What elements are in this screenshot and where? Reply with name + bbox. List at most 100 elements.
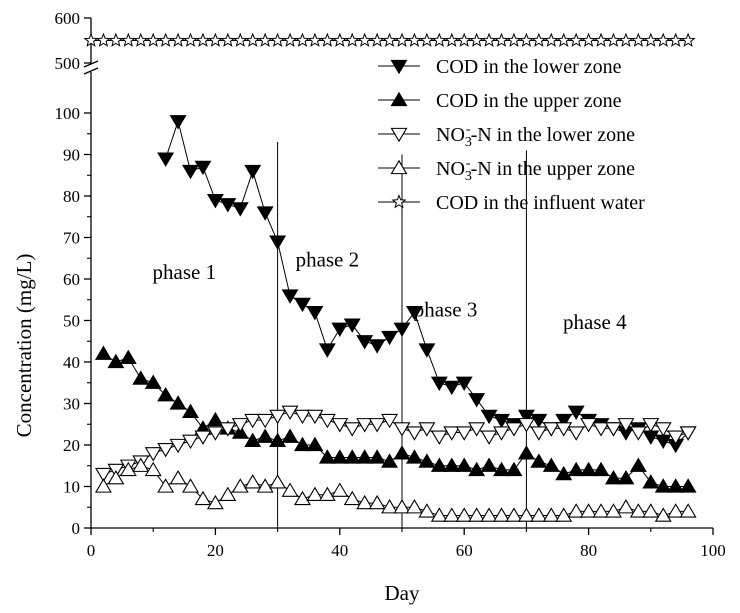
- data-point: [206, 193, 224, 209]
- data-point: [480, 409, 498, 425]
- data-point: [567, 426, 585, 441]
- data-point: [567, 405, 585, 421]
- phase-label: phase 3: [414, 297, 478, 321]
- data-point: [592, 422, 610, 437]
- data-point: [207, 32, 223, 47]
- data-point: [269, 409, 287, 425]
- data-point: [518, 32, 534, 47]
- data-point: [120, 32, 136, 47]
- data-point: [183, 32, 199, 47]
- data-point: [382, 32, 398, 47]
- legend-marker: [391, 194, 407, 209]
- data-point: [318, 413, 336, 429]
- data-point: [542, 422, 560, 437]
- data-point: [444, 32, 460, 47]
- legend-label: NO3--N in the upper zone: [436, 156, 635, 184]
- y-tick-label: 30: [63, 395, 80, 414]
- data-point: [343, 318, 361, 333]
- data-point: [555, 422, 573, 437]
- data-point: [567, 503, 585, 518]
- legend-marker: [390, 91, 408, 107]
- data-point: [244, 474, 262, 489]
- data-point: [331, 482, 349, 497]
- data-point: [356, 449, 374, 464]
- y-tick-label: 40: [63, 353, 80, 372]
- y-tick-label: 70: [63, 229, 80, 248]
- data-point: [95, 32, 111, 47]
- data-point: [618, 32, 634, 47]
- data-point: [119, 461, 137, 477]
- data-point: [144, 374, 162, 389]
- data-point: [144, 461, 162, 477]
- data-point: [679, 503, 697, 518]
- legend-label: COD in the influent water: [436, 192, 645, 214]
- data-point: [443, 457, 461, 472]
- data-point: [580, 503, 598, 518]
- data-point: [605, 469, 622, 485]
- data-point: [505, 507, 523, 522]
- data-point: [580, 418, 598, 433]
- data-point: [493, 507, 510, 522]
- data-point: [307, 32, 323, 47]
- y-tick-label: 50: [63, 312, 80, 331]
- data-point: [195, 32, 211, 47]
- data-point: [629, 426, 647, 441]
- data-point: [306, 436, 324, 452]
- data-point: [455, 426, 473, 441]
- legend-marker: [390, 127, 408, 143]
- data-point: [530, 426, 548, 441]
- data-point: [231, 478, 249, 493]
- data-point: [405, 499, 423, 514]
- axes: 0 20 40 60 80 100 0 10 20 30 40 50 60 70 80 90 100 500 600…: [12, 9, 726, 605]
- data-point: [356, 335, 374, 350]
- data-point: [468, 393, 486, 408]
- data-point: [281, 428, 299, 443]
- data-point: [642, 418, 660, 433]
- series-5: [83, 32, 696, 47]
- data-point: [530, 453, 548, 468]
- data-point: [431, 32, 447, 47]
- data-point: [369, 32, 385, 47]
- data-point: [505, 461, 523, 477]
- data-point: [443, 507, 461, 522]
- legend-label: COD in the lower zone: [436, 56, 622, 78]
- data-point: [481, 32, 497, 47]
- data-point: [368, 418, 386, 433]
- x-tick-label: 20: [207, 541, 224, 560]
- data-point: [232, 32, 248, 47]
- y-tick-label: 60: [63, 270, 80, 289]
- data-point: [667, 478, 685, 493]
- data-point: [394, 32, 410, 47]
- data-point: [592, 461, 610, 477]
- data-point: [368, 449, 386, 464]
- data-point: [555, 507, 573, 522]
- legend-marker: [390, 59, 408, 75]
- data-point: [418, 453, 436, 468]
- data-point: [505, 422, 523, 437]
- data-point: [654, 422, 672, 437]
- data-point: [643, 32, 659, 47]
- data-point: [219, 198, 237, 213]
- data-point: [517, 445, 535, 460]
- data-point: [157, 478, 175, 493]
- data-point: [145, 32, 161, 47]
- data-point: [318, 449, 336, 464]
- data-point: [318, 486, 336, 501]
- data-point: [667, 503, 685, 518]
- y-axis-title: Concentration (mg/L): [12, 254, 36, 438]
- x-tick-label: 40: [331, 541, 348, 560]
- phase-label: phase 2: [296, 248, 360, 272]
- axis-break-mark: [83, 67, 99, 75]
- data-point: [381, 499, 399, 514]
- data-point: [294, 409, 311, 425]
- data-point: [556, 32, 572, 47]
- data-point: [306, 409, 324, 425]
- data-point: [469, 32, 485, 47]
- data-point: [642, 430, 660, 445]
- data-point: [530, 507, 548, 522]
- data-point: [194, 490, 212, 506]
- x-tick-label: 80: [580, 541, 597, 560]
- phase-label: phase 4: [563, 310, 627, 334]
- data-point: [219, 422, 237, 437]
